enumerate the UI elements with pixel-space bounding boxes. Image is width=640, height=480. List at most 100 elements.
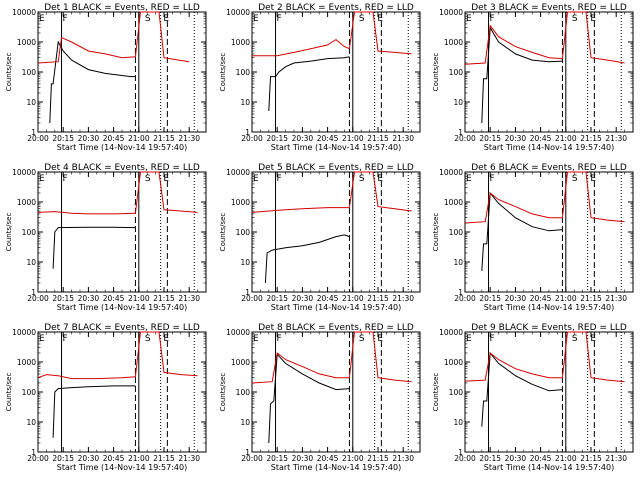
x-tick-label: 20:45 [103, 454, 125, 463]
x-tick-label: 21:00 [555, 134, 577, 143]
x-tick-label: 20:30 [292, 454, 314, 463]
x-tick-label: 21:00 [555, 294, 577, 303]
y-tick-label: 100 [22, 228, 37, 237]
marker-letter: E [466, 334, 472, 344]
chart-title: Det 6 BLACK = Events, RED = LLD [471, 163, 627, 173]
marker-letter: F [490, 14, 495, 24]
series-lld-line [251, 331, 412, 384]
series-lld-line [464, 11, 625, 65]
marker-letter: E [253, 334, 259, 344]
y-tick-label: 100 [449, 388, 464, 397]
y-axis-label: Counts/sec [219, 213, 227, 252]
marker-letter: E [590, 14, 596, 24]
x-axis-label: Start Time (14-Nov-14 19:57:40) [271, 143, 401, 152]
marker-letter: S [572, 334, 578, 344]
marker-letter: E [590, 174, 596, 184]
series-lld-line [252, 11, 412, 57]
x-tick-label: 20:30 [292, 134, 314, 143]
y-tick-label: 10000 [439, 8, 463, 17]
y-tick-label: 1 [458, 288, 463, 297]
x-tick-label: 20:00 [454, 294, 476, 303]
y-tick-label: 10 [453, 418, 463, 427]
chart-title: Det 4 BLACK = Events, RED = LLD [44, 163, 200, 173]
x-tick-label: 20:00 [27, 454, 49, 463]
x-tick-label: 21:00 [128, 294, 150, 303]
x-tick-label: 21:00 [342, 294, 364, 303]
plot-frame [37, 11, 207, 133]
chart-title: Det 9 BLACK = Events, RED = LLD [471, 323, 627, 333]
marker-letter: E [39, 334, 45, 344]
panel-det-7: Det 7 BLACK = Events, RED = LLD 1 10 100 100… [5, 323, 207, 472]
y-tick-label: 1 [245, 288, 250, 297]
y-axis-label: Counts/sec [5, 373, 13, 412]
y-tick-label: 10000 [439, 328, 463, 337]
x-tick-label: 20:00 [241, 134, 263, 143]
y-tick-label: 10 [240, 418, 250, 427]
marker-letter: S [359, 14, 365, 24]
series-lld-line [37, 331, 198, 380]
y-tick-label: 1000 [231, 358, 250, 367]
x-tick-label: 20:15 [52, 294, 74, 303]
chart-title: Det 8 BLACK = Events, RED = LLD [258, 323, 414, 333]
series-events-line [52, 226, 136, 269]
y-tick-label: 10000 [226, 168, 250, 177]
x-tick-label: 21:15 [580, 454, 602, 463]
panel-det-5: Det 5 BLACK = Events, RED = LLD 1 10 100 100… [219, 163, 421, 312]
marker-letter: F [63, 174, 68, 184]
x-axis-label: Start Time (14-Nov-14 19:57:40) [484, 143, 614, 152]
y-tick-label: 1000 [444, 198, 463, 207]
marker-letter: E [253, 174, 259, 184]
series-events-line [481, 191, 563, 272]
x-tick-label: 20:00 [27, 294, 49, 303]
marker-letter: F [63, 334, 68, 344]
y-tick-label: 100 [449, 228, 464, 237]
plot-frame [464, 331, 634, 453]
x-axis-label: Start Time (14-Nov-14 19:57:40) [57, 463, 187, 472]
plot-frame [464, 171, 634, 293]
marker-letter: E [163, 14, 169, 24]
x-tick-label: 20:30 [505, 134, 527, 143]
series-lld-line [37, 11, 190, 64]
x-tick-label: 20:30 [78, 294, 100, 303]
x-tick-label: 21:00 [342, 134, 364, 143]
y-tick-label: 10000 [12, 328, 36, 337]
marker-letter: S [572, 14, 578, 24]
marker-letter: S [145, 14, 151, 24]
x-tick-label: 20:30 [78, 454, 100, 463]
marker-letter: F [490, 174, 495, 184]
x-axis-label: Start Time (14-Nov-14 19:57:40) [484, 303, 614, 312]
marker-letter: E [377, 334, 383, 344]
x-tick-label: 21:15 [367, 134, 389, 143]
x-tick-label: 21:30 [605, 134, 627, 143]
x-tick-label: 20:30 [505, 294, 527, 303]
y-tick-label: 1 [31, 128, 36, 137]
x-tick-label: 20:45 [317, 294, 339, 303]
marker-letter: E [466, 14, 472, 24]
x-tick-label: 21:00 [128, 134, 150, 143]
y-axis-label: Counts/sec [219, 53, 227, 92]
x-tick-label: 20:15 [479, 294, 501, 303]
x-tick-label: 20:45 [530, 134, 552, 143]
x-tick-label: 20:15 [479, 134, 501, 143]
x-tick-label: 21:15 [580, 134, 602, 143]
series-lld-line [251, 171, 412, 213]
y-tick-label: 1 [245, 128, 250, 137]
x-tick-label: 21:30 [392, 454, 414, 463]
x-tick-label: 21:00 [555, 454, 577, 463]
x-tick-label: 20:45 [103, 134, 125, 143]
y-tick-label: 10000 [226, 328, 250, 337]
marker-letter: S [572, 174, 578, 184]
y-axis-label: Counts/sec [432, 213, 440, 252]
y-tick-label: 100 [236, 68, 251, 77]
plot-frame [37, 331, 207, 453]
y-axis-label: Counts/sec [432, 53, 440, 92]
marker-letter: F [277, 174, 282, 184]
series-events-line [49, 40, 136, 124]
y-tick-label: 1000 [17, 358, 36, 367]
x-tick-label: 21:30 [178, 454, 200, 463]
x-tick-label: 20:15 [479, 454, 501, 463]
y-tick-label: 100 [449, 68, 464, 77]
x-tick-label: 20:15 [266, 134, 288, 143]
x-tick-label: 21:30 [392, 294, 414, 303]
